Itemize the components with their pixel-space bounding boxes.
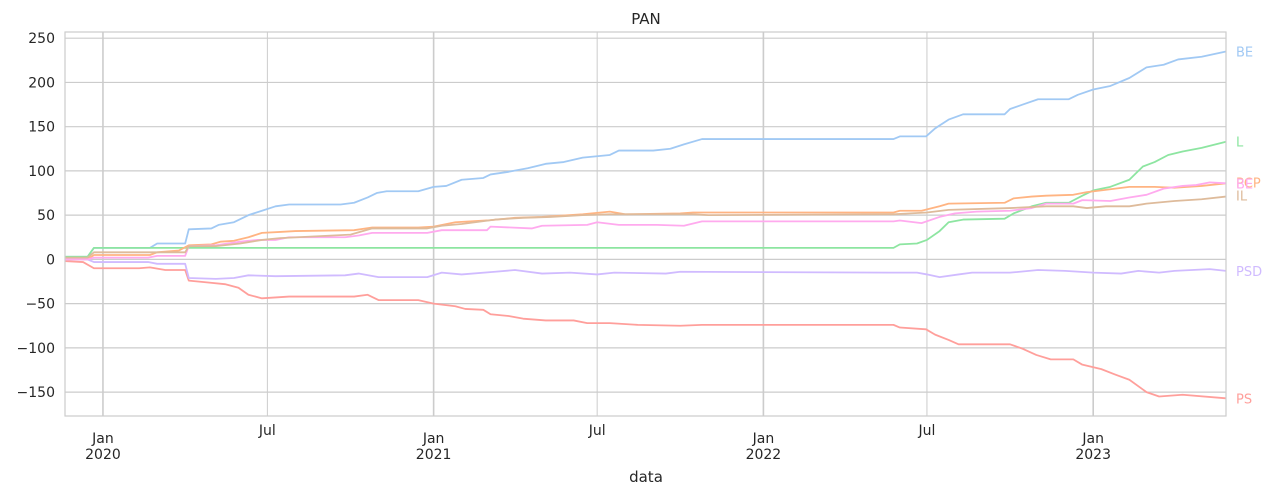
y-tick-label: 50 <box>37 208 55 224</box>
x-tick-label: Jan <box>91 431 114 447</box>
x-axis-label: data <box>629 468 663 486</box>
series-line-3 <box>64 260 1227 400</box>
y-tick-label: −50 <box>25 297 55 313</box>
x-tick-year-label: 2021 <box>416 447 452 463</box>
x-tick-year-label: 2023 <box>1075 447 1111 463</box>
y-tick-label: 100 <box>28 164 55 180</box>
y-tick-label: 250 <box>28 31 55 47</box>
y-tick-label: −150 <box>17 385 55 401</box>
y-tick-label: −100 <box>17 341 55 357</box>
chart-title: PAN <box>631 10 661 28</box>
series-line-5 <box>65 181 1227 261</box>
x-tick-year-label: 2022 <box>746 447 782 463</box>
series-lines <box>64 50 1227 400</box>
end-label: L <box>1236 136 1244 151</box>
end-label: BE <box>1236 177 1253 192</box>
y-tick-label: 150 <box>28 120 55 136</box>
y-tick-label: 200 <box>28 75 55 91</box>
end-label: IL <box>1236 190 1248 205</box>
x-tick-label: Jan <box>422 431 445 447</box>
x-tick-label: Jan <box>752 431 775 447</box>
end-label: PCP <box>1236 176 1261 191</box>
end-label: PSD <box>1236 265 1262 280</box>
series-line-6 <box>65 195 1227 259</box>
end-label: PS <box>1236 392 1252 407</box>
x-tick-label: Jan <box>1081 431 1104 447</box>
series-line-0 <box>65 50 1227 258</box>
y-axis-ticks: 250 200 150 100 50 0 −50 −100 −150 <box>17 31 55 401</box>
x-tick-label: Jul <box>588 423 606 439</box>
plot-frame <box>64 31 1227 417</box>
series-line-4 <box>65 258 1227 280</box>
x-tick-year-label: 2020 <box>85 447 121 463</box>
y-tick-label: 0 <box>46 252 55 268</box>
end-label: BE <box>1236 45 1253 60</box>
x-tick-label: Jul <box>258 423 276 439</box>
x-tick-label: Jul <box>917 423 935 439</box>
